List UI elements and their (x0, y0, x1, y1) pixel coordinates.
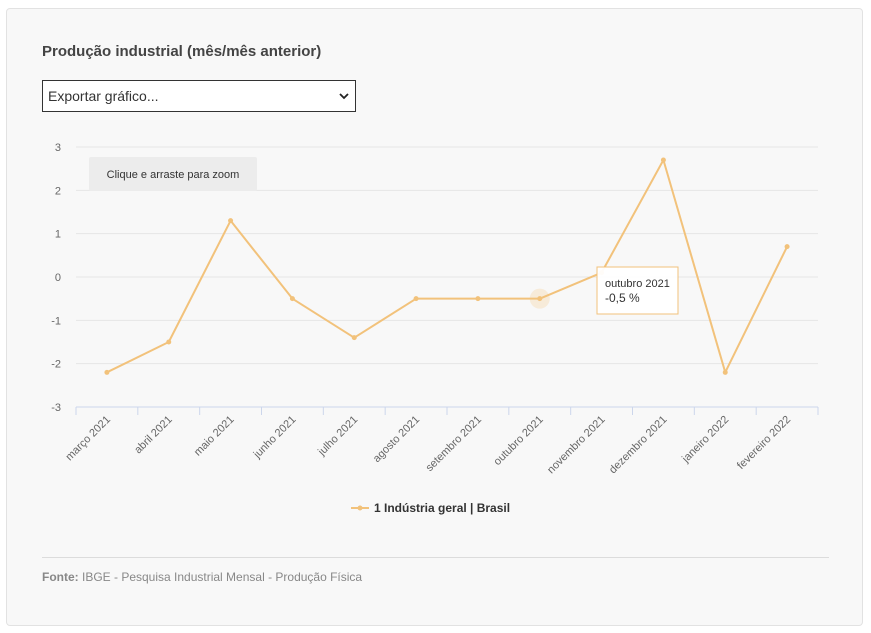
y-tick-label: 2 (55, 185, 61, 197)
y-tick-label: -3 (51, 402, 61, 414)
data-point[interactable] (537, 296, 543, 302)
x-tick-label: dezembro 2021 (607, 414, 670, 477)
data-point[interactable] (475, 296, 481, 302)
x-tick-label: outubro 2021 (492, 414, 546, 468)
x-tick-label: maio 2021 (192, 414, 237, 459)
zoom-hint-box[interactable]: Clique e arraste para zoom (89, 157, 257, 191)
chart-card: Produção industrial (mês/mês anterior) E… (6, 8, 863, 626)
data-point[interactable] (228, 218, 234, 224)
data-point[interactable] (289, 296, 295, 302)
series-line[interactable] (106, 159, 788, 374)
y-tick-label: -1 (51, 315, 61, 327)
x-axis: março 2021 abril 2021 maio 2021 junho 2021 j… (63, 406, 819, 477)
data-point[interactable] (104, 369, 110, 375)
y-tick-label: -2 (51, 359, 61, 371)
zoom-hint-label: Clique e arraste para zoom (107, 169, 240, 181)
data-point[interactable] (413, 296, 419, 302)
series-group[interactable] (104, 157, 790, 375)
source-divider (42, 557, 829, 558)
tooltip-category: outubro 2021 (605, 278, 670, 290)
chart-title: Produção industrial (mês/mês anterior) (42, 43, 322, 60)
y-axis-ticks: 3 2 1 0 -1 -2 -3 (51, 142, 61, 414)
chevron-down-icon (339, 93, 349, 100)
x-tick-label: junho 2021 (251, 414, 299, 462)
x-tick-label: setembro 2021 (424, 414, 484, 474)
y-tick-label: 3 (55, 142, 61, 154)
x-tick-label: agosto 2021 (371, 414, 422, 465)
data-point[interactable] (784, 244, 790, 250)
data-point[interactable] (351, 335, 357, 341)
data-point[interactable] (722, 369, 728, 375)
source-text: IBGE - Pesquisa Industrial Mensal - Prod… (78, 570, 363, 584)
y-tick-label: 0 (55, 272, 61, 284)
tooltip: outubro 2021 -0,5 % (596, 266, 679, 315)
data-point[interactable] (660, 157, 666, 163)
source-label: Fonte: (42, 570, 79, 584)
x-tick-label: julho 2021 (315, 414, 360, 459)
zoom-hint-bg (89, 157, 257, 191)
tooltip-value: -0,5 % (605, 291, 640, 305)
x-tick-label: março 2021 (63, 414, 113, 464)
x-tick-label: abril 2021 (132, 414, 175, 457)
x-tick-label: novembro 2021 (545, 414, 608, 477)
tooltip-box (596, 266, 679, 315)
legend-label[interactable]: 1 Indústria geral | Brasil (374, 501, 510, 515)
legend-marker-symbol (357, 505, 363, 511)
export-select[interactable]: Exportar gráfico... (42, 80, 356, 112)
grid-lines (76, 146, 818, 365)
source-note: Fonte: IBGE - Pesquisa Industrial Mensal… (42, 570, 362, 584)
x-tick-label: janeiro 2022 (679, 414, 731, 466)
y-tick-label: 1 (55, 229, 61, 241)
data-point[interactable] (166, 339, 172, 345)
legend[interactable]: 1 Indústria geral | Brasil (351, 501, 510, 515)
export-select-value: Exportar gráfico... (48, 88, 159, 104)
x-tick-label: fevereiro 2022 (735, 414, 793, 472)
